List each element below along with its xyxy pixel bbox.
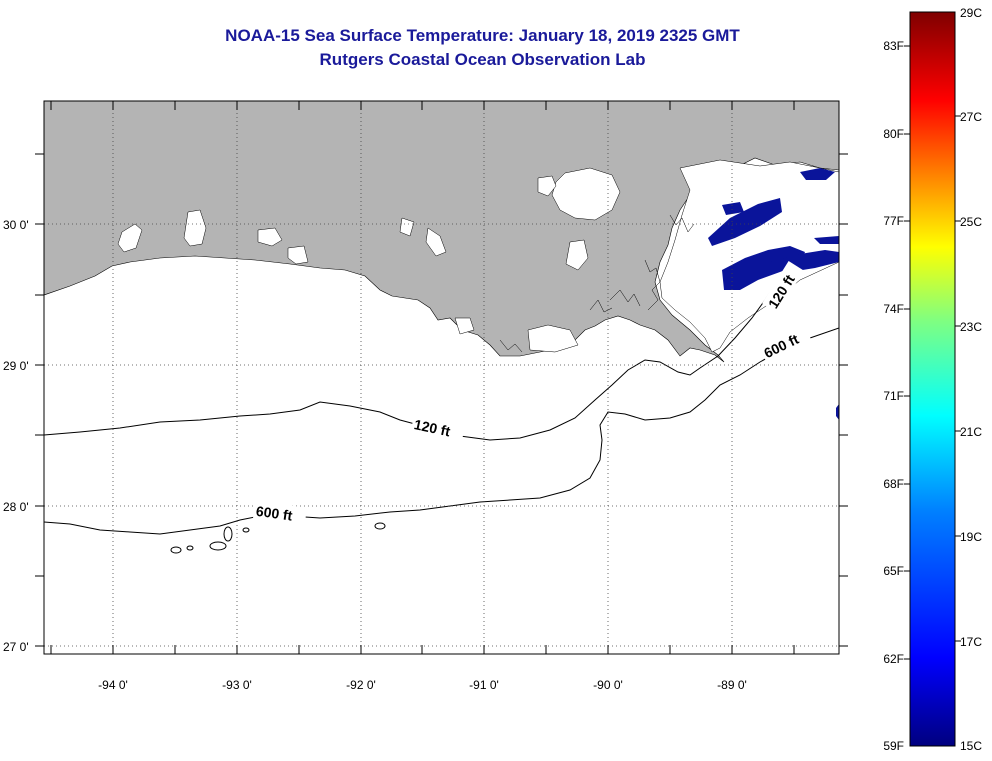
celsius-label: 29C <box>960 6 982 20</box>
celsius-label: 15C <box>960 739 982 753</box>
contour-label-600ft-west: 600 ft <box>255 503 294 524</box>
colorbar-fahrenheit-labels: 83F 80F 77F 74F 71F 68F 65F 62F 59F <box>883 39 904 753</box>
lat-label: 27 0' <box>3 640 29 654</box>
fahrenheit-label: 77F <box>883 214 904 228</box>
fahrenheit-label: 71F <box>883 389 904 403</box>
lon-label: -91 0' <box>469 678 499 692</box>
fahrenheit-label: 59F <box>883 739 904 753</box>
fahrenheit-label: 65F <box>883 564 904 578</box>
lat-label: 30 0' <box>3 218 29 232</box>
temperature-colorbar <box>909 11 956 747</box>
lon-label: -89 0' <box>717 678 747 692</box>
fahrenheit-label: 62F <box>883 652 904 666</box>
fahrenheit-label: 68F <box>883 477 904 491</box>
celsius-label: 27C <box>960 110 982 124</box>
latitude-labels: 30 0' 29 0' 28 0' 27 0' <box>3 218 29 654</box>
longitude-labels: -94 0' -93 0' -92 0' -91 0' -90 0' -89 0… <box>98 678 747 692</box>
celsius-label: 17C <box>960 635 982 649</box>
lon-label: -92 0' <box>346 678 376 692</box>
lon-label: -94 0' <box>98 678 128 692</box>
delta-coastline-detail <box>499 214 695 353</box>
fahrenheit-label: 80F <box>883 127 904 141</box>
map-title: NOAA-15 Sea Surface Temperature: January… <box>225 26 740 45</box>
fahrenheit-label: 74F <box>883 302 904 316</box>
fahrenheit-label: 83F <box>883 39 904 53</box>
celsius-label: 21C <box>960 425 982 439</box>
isobath-600ft <box>44 327 839 535</box>
colorbar-ticks <box>904 45 961 660</box>
contour-label-120ft-west: 120 ft <box>413 416 452 439</box>
map-frame <box>43 100 840 655</box>
contour-labels: 120 ft 600 ft 600 ft 120 ft <box>253 261 812 526</box>
lat-label: 29 0' <box>3 359 29 373</box>
lat-label: 28 0' <box>3 500 29 514</box>
axis-ticks <box>35 101 848 654</box>
lon-label: -90 0' <box>593 678 623 692</box>
celsius-label: 25C <box>960 215 982 229</box>
cloud-mask <box>117 159 839 353</box>
colorbar-celsius-labels: 29C 27C 25C 23C 21C 19C 17C 15C <box>960 6 982 753</box>
lon-label: -93 0' <box>222 678 252 692</box>
map-subtitle: Rutgers Coastal Ocean Observation Lab <box>319 50 646 69</box>
graticule <box>44 101 839 654</box>
celsius-label: 23C <box>960 320 982 334</box>
isobaths <box>44 267 839 554</box>
celsius-label: 19C <box>960 530 982 544</box>
isobath-120ft <box>44 267 786 441</box>
